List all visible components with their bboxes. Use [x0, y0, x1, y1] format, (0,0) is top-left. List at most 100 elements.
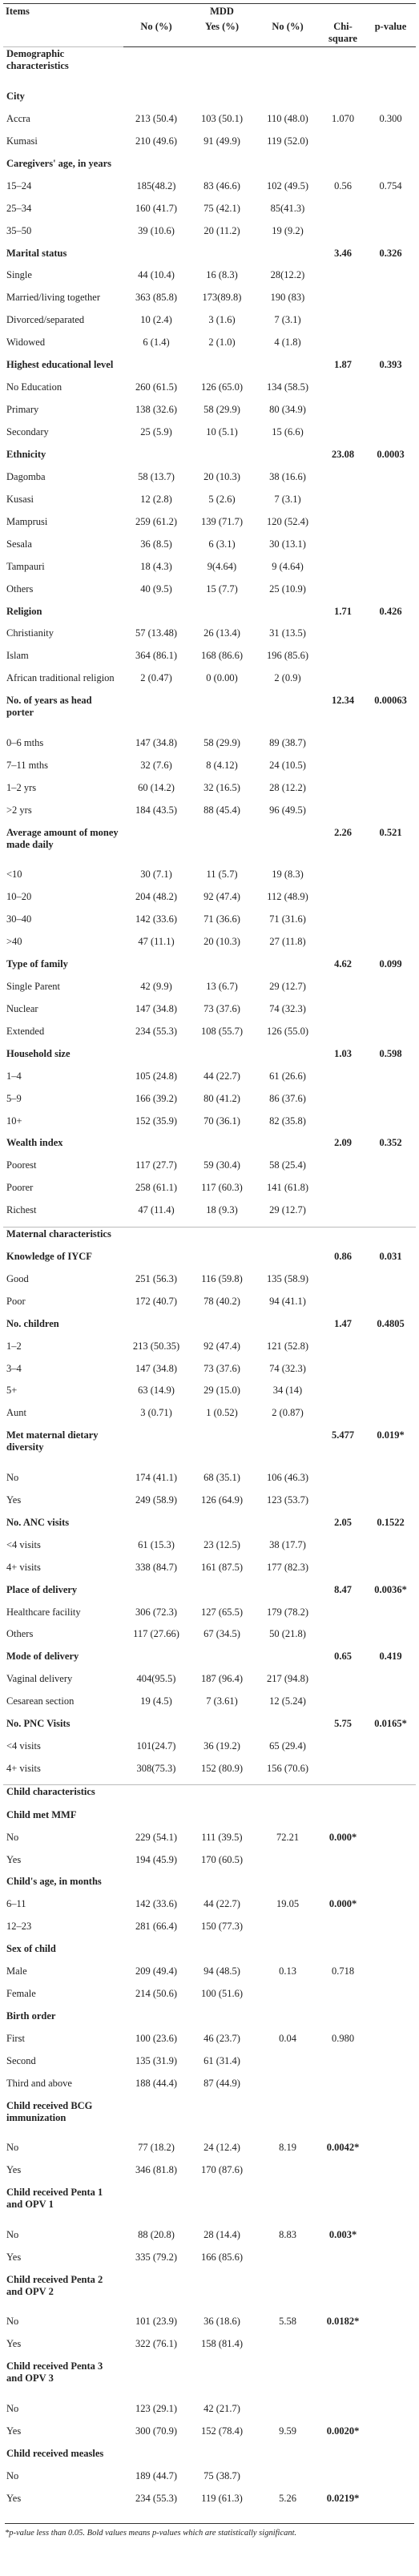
table-row: 1–2 yrs 60 (14.2) 32 (16.5) 28 (12.2) — [3, 781, 416, 804]
cell: 0.86 — [334, 1250, 352, 1262]
empty-cell — [189, 1317, 255, 1340]
cell: 42 (9.9) — [140, 980, 172, 992]
table-row: No 229 (54.1) 111 (39.5) 72.21 0.000* — [3, 1831, 416, 1853]
cell: 92 (47.4) — [203, 891, 240, 903]
table-row: Yes 194 (45.9) 170 (60.5) — [3, 1853, 416, 1876]
cell: 0.754 — [379, 179, 402, 191]
row-label: Met maternal dietary diversity — [6, 1429, 99, 1453]
row-label: Child met MMF — [6, 1808, 77, 1820]
empty-cell — [365, 980, 416, 1002]
cell: 363 (85.8) — [135, 292, 178, 304]
empty-cell — [365, 1740, 416, 1762]
row-label: No — [6, 2402, 19, 2414]
cell: 12.34 — [331, 695, 355, 707]
cell: 0.0165* — [374, 1718, 407, 1730]
empty-cell — [123, 2099, 189, 2142]
empty-cell — [189, 1717, 255, 1740]
cell: 70 (36.1) — [203, 1115, 240, 1127]
table-row: Sex of child — [3, 1942, 416, 1965]
table-row: No 88 (20.8) 28 (14.4) 8.83 0.003* — [3, 2228, 416, 2251]
row-label: Nuclear — [6, 1002, 38, 1014]
table-row: 7–11 mths 32 (7.6) 8 (4.12) 24 (10.5) — [3, 759, 416, 781]
cell: 126 (64.9) — [200, 1494, 244, 1506]
cell: 0.521 — [379, 826, 402, 838]
empty-cell — [320, 1853, 365, 1876]
cell: 111 (39.5) — [201, 1831, 243, 1843]
table-row: >40 47 (11.1) 20 (10.3) 27 (11.8) — [3, 935, 416, 957]
cell: 47 (11.1) — [138, 936, 175, 948]
cell: 0.0020* — [326, 2425, 360, 2437]
empty-cell — [255, 2273, 320, 2316]
table-row: Child received measles — [3, 2447, 416, 2469]
empty-cell — [123, 1317, 189, 1340]
empty-cell — [365, 868, 416, 890]
row-label: Child characteristics — [3, 1784, 123, 1808]
cell: 5.477 — [331, 1429, 355, 1441]
empty-cell — [255, 694, 320, 736]
empty-cell — [123, 1047, 189, 1070]
empty-cell — [255, 2163, 320, 2186]
cell: 85(41.3) — [270, 202, 305, 214]
row-label: African traditional religion — [6, 672, 115, 684]
cell: 16 (8.3) — [206, 269, 238, 281]
empty-cell — [320, 135, 365, 157]
row-label: Female — [6, 1988, 36, 2000]
row-label: Second — [6, 2054, 36, 2066]
cell: 0.4805 — [377, 1317, 405, 1329]
empty-cell — [320, 1987, 365, 2010]
row-label: 5+ — [6, 1385, 18, 1397]
empty-cell — [365, 1897, 416, 1920]
cell: 3 (1.6) — [208, 314, 236, 326]
empty-cell — [189, 2273, 255, 2316]
cell: 281 (66.4) — [135, 1921, 178, 1933]
empty-cell — [189, 2186, 255, 2228]
empty-cell — [320, 224, 365, 247]
empty-cell — [123, 448, 189, 470]
empty-cell — [255, 2186, 320, 2228]
cell: 306 (72.3) — [135, 1606, 178, 1618]
cell: 71 (36.6) — [203, 913, 240, 925]
row-label: 1–4 — [6, 1070, 22, 1082]
empty-cell — [365, 470, 416, 493]
empty-cell — [320, 470, 365, 493]
cell: 8.19 — [279, 2142, 296, 2154]
cell: 36 (18.6) — [203, 2316, 240, 2328]
row-label: No — [6, 2228, 19, 2240]
cell: 94 (48.5) — [203, 1965, 240, 1977]
row-label: 35–50 — [6, 224, 32, 236]
cell: 38 (17.7) — [269, 1538, 306, 1550]
empty-cell — [123, 1429, 189, 1471]
table-row: Met maternal dietary diversity 5.477 0.019… — [3, 1429, 416, 1471]
cell: 60 (14.2) — [138, 781, 175, 793]
empty-cell — [365, 1471, 416, 1494]
empty-cell — [189, 1136, 255, 1159]
cell: 32 (16.5) — [203, 781, 240, 793]
cell: 177 (82.3) — [266, 1561, 309, 1573]
empty-cell — [320, 1920, 365, 1942]
empty-cell — [255, 2337, 320, 2360]
cell: 335 (79.2) — [135, 2251, 178, 2263]
row-label: Cesarean section — [6, 1695, 75, 1707]
table-row: <10 30 (7.1) 11 (5.7) 19 (8.3) — [3, 868, 416, 890]
empty-cell — [320, 1340, 365, 1362]
empty-cell — [320, 291, 365, 313]
table-row: Child received Penta 2 and OPV 2 — [3, 2273, 416, 2316]
cell: 338 (84.7) — [135, 1561, 178, 1573]
cell: 0.13 — [279, 1965, 296, 1977]
row-label: >40 — [6, 936, 22, 948]
cell: 88 (20.8) — [138, 2228, 175, 2240]
row-label: Primary — [6, 404, 39, 416]
empty-cell — [320, 868, 365, 890]
cell: 1.87 — [334, 359, 352, 371]
row-label: <4 visits — [6, 1538, 41, 1550]
table-row: 15–24 185(48.2) 83 (46.6) 102 (49.5) 0.56 0.7… — [3, 179, 416, 202]
row-label: Child received Penta 2 and OPV 2 — [6, 2273, 103, 2297]
empty-cell — [365, 2251, 416, 2273]
row-label: Yes — [6, 1853, 22, 1865]
empty-cell — [320, 403, 365, 425]
cell: 2 (1.0) — [208, 337, 236, 349]
cell: 73 (37.6) — [203, 1002, 240, 1014]
cell: 0.419 — [379, 1651, 402, 1663]
empty-cell — [365, 202, 416, 224]
table-row: Yes 346 (81.8) 170 (87.6) — [3, 2163, 416, 2186]
